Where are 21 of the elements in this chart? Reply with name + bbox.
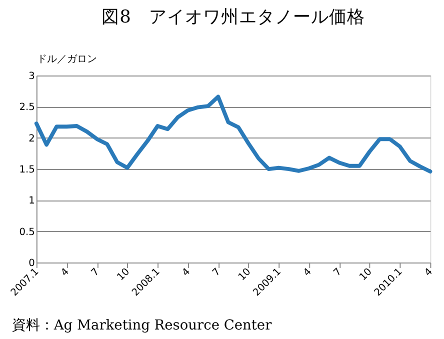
y-tick-label: 0.5 — [19, 226, 35, 238]
y-tick-label: 2.5 — [19, 102, 35, 114]
line-series — [34, 94, 432, 174]
x-tick-label: 10 — [358, 266, 374, 283]
x-tick-label: 10 — [236, 266, 254, 283]
y-tick-label: 3 — [28, 70, 35, 82]
x-tick-label: 7 — [90, 266, 102, 279]
x-tick-label: 7 — [210, 266, 223, 279]
y-tick-label: 1 — [28, 196, 35, 207]
x-tick-label: 4 — [302, 266, 314, 279]
x-tick-label: 10 — [115, 266, 132, 283]
x-tick-label: 4 — [422, 266, 435, 279]
chart-title: 図8 アイオワ州エタノール価格 — [102, 7, 365, 28]
y-tick-label: 0 — [28, 258, 35, 269]
x-tick-label: 7 — [332, 266, 344, 279]
y-axis-title: ドル／ガロン — [36, 54, 97, 66]
text: 資料：Ag Marketing Resource Center — [12, 317, 272, 334]
x-tick-label: 4 — [180, 266, 193, 279]
y-tick-label: 2 — [28, 133, 35, 144]
y-tick-label: 1.5 — [19, 164, 35, 176]
x-tick-label: 4 — [59, 266, 72, 279]
